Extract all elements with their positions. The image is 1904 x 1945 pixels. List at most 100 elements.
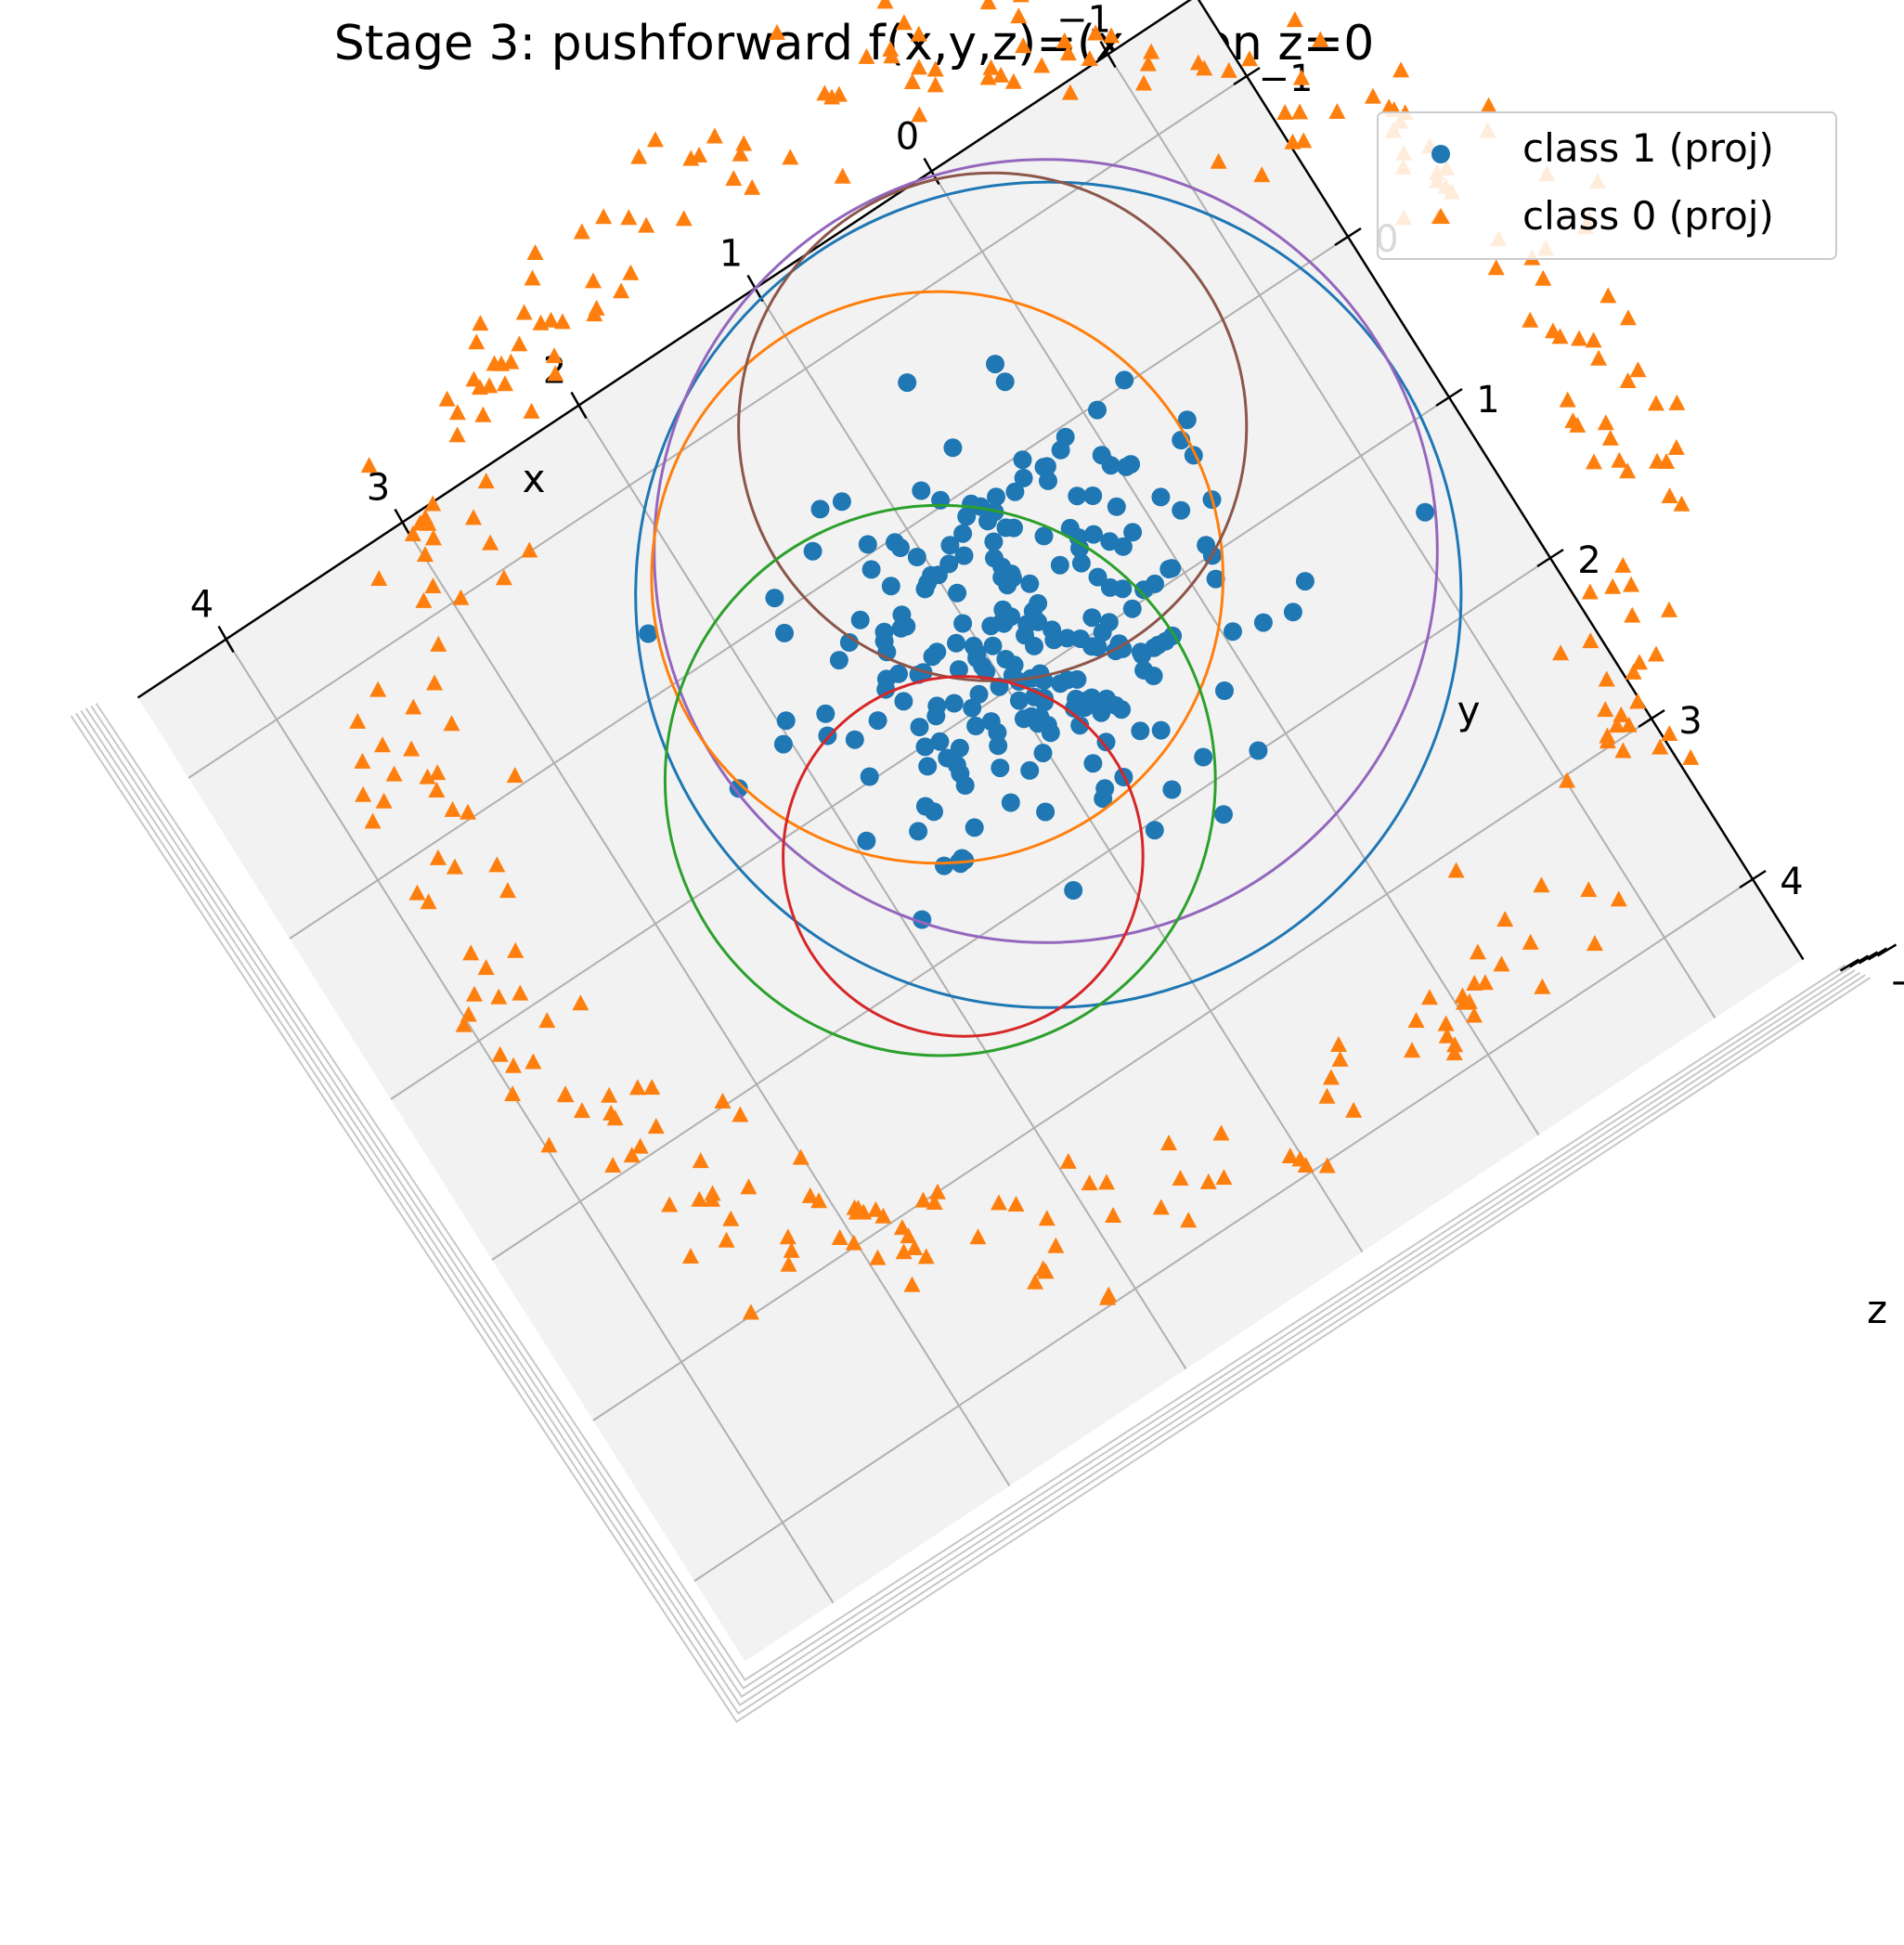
scatter-point-class-0 bbox=[464, 509, 482, 525]
scatter-point-class-0 bbox=[782, 149, 799, 165]
scatter-point-class-1 bbox=[949, 660, 968, 680]
scatter-point-class-0 bbox=[1534, 978, 1551, 994]
scatter-point-class-0 bbox=[903, 1276, 921, 1292]
scatter-point-class-0 bbox=[630, 148, 648, 164]
z-tick-label: −1 bbox=[1902, 956, 1904, 999]
scatter-point-class-0 bbox=[474, 406, 492, 422]
scatter-point-class-0 bbox=[477, 473, 495, 489]
z-tick-mark bbox=[1867, 947, 1888, 961]
scatter-point-class-0 bbox=[1493, 955, 1510, 972]
scatter-point-class-0 bbox=[496, 375, 513, 392]
scatter-point-class-1 bbox=[1123, 523, 1143, 542]
y-axis-line bbox=[1197, 0, 1805, 961]
scatter-point-class-0 bbox=[452, 589, 470, 605]
scatter-point-class-1 bbox=[985, 549, 1004, 568]
scatter-point-class-0 bbox=[1143, 43, 1160, 59]
scatter-point-class-0 bbox=[895, 14, 913, 31]
scatter-point-class-0 bbox=[429, 849, 447, 865]
scatter-point-class-0 bbox=[1331, 1050, 1349, 1067]
scatter-point-class-1 bbox=[983, 636, 1003, 655]
scatter-point-class-0 bbox=[1469, 943, 1486, 960]
y-tick-label: 3 bbox=[1678, 700, 1702, 743]
scatter-point-class-0 bbox=[482, 534, 499, 551]
scatter-point-class-1 bbox=[1159, 560, 1179, 578]
scatter-point-class-0 bbox=[428, 782, 446, 798]
scatter-point-class-1 bbox=[965, 818, 984, 837]
scatter-point-class-1 bbox=[1034, 458, 1054, 477]
scatter-point-class-0 bbox=[620, 209, 638, 226]
scatter-point-class-0 bbox=[355, 785, 372, 802]
scatter-point-class-1 bbox=[926, 707, 946, 726]
scatter-point-class-1 bbox=[858, 535, 877, 554]
scatter-point-class-0 bbox=[1240, 50, 1258, 67]
scatter-point-class-0 bbox=[992, 66, 1010, 83]
scatter-point-class-0 bbox=[468, 333, 486, 350]
scatter-point-class-0 bbox=[1139, 55, 1157, 71]
scatter-point-class-0 bbox=[1105, 1206, 1122, 1223]
scatter-point-class-0 bbox=[538, 1012, 556, 1029]
scatter-point-class-0 bbox=[1446, 1036, 1464, 1053]
scatter-point-class-0 bbox=[1284, 133, 1302, 149]
scatter-point-class-0 bbox=[1407, 1011, 1425, 1028]
scatter-point-class-1 bbox=[894, 692, 913, 711]
scatter-point-class-1 bbox=[947, 755, 966, 774]
scatter-point-class-0 bbox=[1292, 69, 1310, 85]
scatter-point-class-1 bbox=[773, 734, 793, 754]
scatter-point-class-0 bbox=[911, 106, 928, 123]
scatter-point-class-0 bbox=[1597, 414, 1614, 431]
boundary-circle bbox=[737, 171, 1249, 682]
scatter-point-class-1 bbox=[930, 732, 950, 751]
scatter-point-class-0 bbox=[477, 959, 495, 976]
scatter-point-class-0 bbox=[1392, 61, 1410, 78]
scatter-point-class-0 bbox=[1460, 992, 1478, 1009]
scatter-point-class-0 bbox=[714, 1092, 732, 1109]
scatter-point-class-0 bbox=[1328, 103, 1346, 120]
scatter-point-class-0 bbox=[1081, 50, 1098, 67]
scatter-point-class-0 bbox=[1552, 644, 1570, 661]
scatter-point-class-1 bbox=[1145, 821, 1164, 840]
scatter-point-class-0 bbox=[349, 712, 367, 729]
scatter-point-class-0 bbox=[1604, 577, 1622, 594]
scatter-point-class-1 bbox=[1044, 630, 1064, 650]
scatter-point-class-1 bbox=[1100, 532, 1120, 551]
scatter-point-class-0 bbox=[490, 988, 508, 1005]
scatter-point-class-0 bbox=[1586, 935, 1603, 952]
grid-line-y bbox=[693, 878, 1754, 1582]
scatter-point-class-1 bbox=[1082, 608, 1102, 628]
y-tick-mark bbox=[1638, 708, 1665, 729]
scatter-point-class-0 bbox=[369, 681, 387, 697]
scatter-point-class-0 bbox=[1253, 166, 1271, 183]
scatter-point-class-0 bbox=[1598, 670, 1615, 687]
scatter-point-class-0 bbox=[511, 335, 528, 352]
scatter-point-class-0 bbox=[1647, 645, 1664, 662]
scatter-point-class-0 bbox=[876, 0, 894, 9]
scatter-point-class-1 bbox=[943, 438, 963, 458]
scatter-point-class-0 bbox=[816, 84, 834, 101]
scatter-point-class-0 bbox=[1614, 742, 1632, 759]
scatter-point-class-0 bbox=[1056, 32, 1073, 48]
scatter-point-class-0 bbox=[1582, 632, 1600, 649]
scatter-point-class-0 bbox=[444, 800, 461, 817]
scatter-point-class-0 bbox=[446, 858, 463, 875]
legend-label-class-1: class 1 (proj) bbox=[1522, 125, 1774, 171]
scatter-point-class-1 bbox=[927, 642, 947, 662]
scatter-point-class-0 bbox=[834, 167, 851, 184]
scatter-point-class-0 bbox=[1286, 11, 1303, 28]
z-tick-label: −2 bbox=[1889, 962, 1904, 1005]
scatter-point-class-1 bbox=[1009, 691, 1029, 710]
scatter-point-class-0 bbox=[424, 495, 442, 512]
scatter-point-class-1 bbox=[912, 481, 931, 500]
scatter-point-class-1 bbox=[1094, 789, 1113, 809]
scatter-point-class-1 bbox=[1156, 631, 1175, 651]
scatter-point-class-0 bbox=[1580, 881, 1598, 898]
scatter-point-class-0 bbox=[1476, 974, 1494, 991]
scatter-point-class-0 bbox=[360, 457, 378, 473]
scatter-point-class-0 bbox=[706, 127, 723, 144]
scatter-point-class-1 bbox=[1070, 716, 1090, 735]
scatter-point-class-0 bbox=[1172, 1170, 1189, 1186]
scatter-point-class-0 bbox=[704, 1190, 721, 1207]
scatter-point-class-0 bbox=[647, 1118, 665, 1135]
scatter-point-class-1 bbox=[1082, 688, 1101, 707]
scatter-point-class-1 bbox=[1051, 674, 1070, 694]
grid-line-y bbox=[491, 557, 1551, 1261]
